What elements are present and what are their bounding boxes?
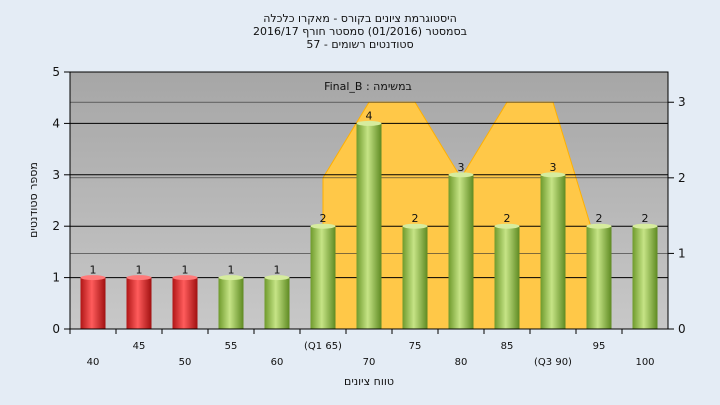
- bar-top-cap: [218, 275, 244, 281]
- y2-tick-label: 2: [678, 171, 686, 185]
- bar-data-label: 2: [412, 212, 419, 225]
- x-tick-label: 75: [409, 341, 422, 352]
- y-tick-label: 4: [52, 116, 60, 130]
- y-tick-label: 3: [52, 168, 60, 182]
- inner-chart-label: במשימה : Final_B: [324, 80, 412, 93]
- bar-top-cap: [494, 223, 520, 229]
- bar-data-label: 1: [90, 264, 97, 277]
- chart-title-line-3: סטודנטים רשומים - 57: [306, 38, 413, 51]
- x-axis-title: טווח ציונים: [344, 375, 394, 388]
- bar-data-label: 2: [320, 212, 327, 225]
- y2-tick-label: 3: [678, 95, 686, 109]
- bar-data-label: 1: [136, 264, 143, 277]
- histogram-bar: [356, 123, 382, 330]
- bar-data-label: 2: [504, 212, 511, 225]
- bars: [80, 120, 658, 330]
- x-tick-label: 40: [87, 357, 100, 368]
- x-tick-label: 55: [225, 341, 238, 352]
- bar-top-cap: [172, 275, 198, 281]
- histogram-bar: [494, 226, 520, 329]
- bar-data-label: 1: [274, 264, 281, 277]
- bar-top-cap: [632, 223, 658, 229]
- y2-tick-label: 1: [678, 246, 686, 260]
- histogram-bar: [586, 226, 612, 329]
- x-tick-label: 60: [271, 357, 284, 368]
- histogram-bar: [402, 226, 428, 329]
- x-tick-label: (Q3 90): [534, 357, 572, 368]
- bar-data-label: 3: [458, 161, 465, 174]
- bar-top-cap: [402, 223, 428, 229]
- histogram-bar: [540, 174, 566, 329]
- histogram-bar: [126, 277, 152, 329]
- bar-top-cap: [310, 223, 336, 229]
- histogram-bar: [310, 226, 336, 329]
- y-tick-label: 0: [52, 322, 60, 336]
- bar-top-cap: [586, 223, 612, 229]
- bar-top-cap: [448, 172, 474, 178]
- bar-data-label: 3: [550, 161, 557, 174]
- chart-title-line-1: היסטוגרמת ציונים בקורס - מאקרו כלכלה: [263, 12, 457, 25]
- bar-top-cap: [80, 275, 106, 281]
- data-labels: 1 1 1 1 1 2 4 2 3 2 3 2 2: [90, 109, 649, 276]
- x-tick-label: 70: [363, 357, 376, 368]
- x-tick-label: 95: [593, 341, 606, 352]
- y-tick-label: 5: [52, 65, 60, 79]
- bar-top-cap: [264, 275, 290, 281]
- bar-data-label: 2: [596, 212, 603, 225]
- y2-tick-label: 0: [678, 322, 686, 336]
- histogram-bar: [80, 277, 106, 329]
- histogram-bar: [448, 174, 474, 329]
- x-tick-label: 50: [179, 357, 192, 368]
- bar-data-label: 1: [182, 264, 189, 277]
- x-tick-label: 85: [501, 341, 514, 352]
- histogram-bar: [264, 277, 290, 329]
- bar-top-cap: [356, 120, 382, 126]
- plot-frame: [69, 71, 669, 330]
- bar-top-cap: [540, 172, 566, 178]
- x-tick-label: (Q1 65): [304, 341, 342, 352]
- bar-top-cap: [126, 275, 152, 281]
- x-tick-label: 80: [455, 357, 468, 368]
- histogram-bar: [632, 226, 658, 329]
- histogram-bar: [218, 277, 244, 329]
- bar-data-label: 2: [642, 212, 649, 225]
- y-tick-label: 1: [52, 271, 60, 285]
- y-tick-label: 2: [52, 219, 60, 233]
- x-tick-label: 100: [635, 357, 654, 368]
- bar-data-label: 1: [228, 264, 235, 277]
- chart-title-line-2: בסמסטר (01/2016) סמסטר חורף 2016/17: [253, 25, 467, 38]
- histogram-bar: [172, 277, 198, 329]
- y-axis-title: מספר סטודנטים: [27, 162, 40, 238]
- x-tick-label: 45: [133, 341, 146, 352]
- bar-data-label: 4: [366, 109, 373, 122]
